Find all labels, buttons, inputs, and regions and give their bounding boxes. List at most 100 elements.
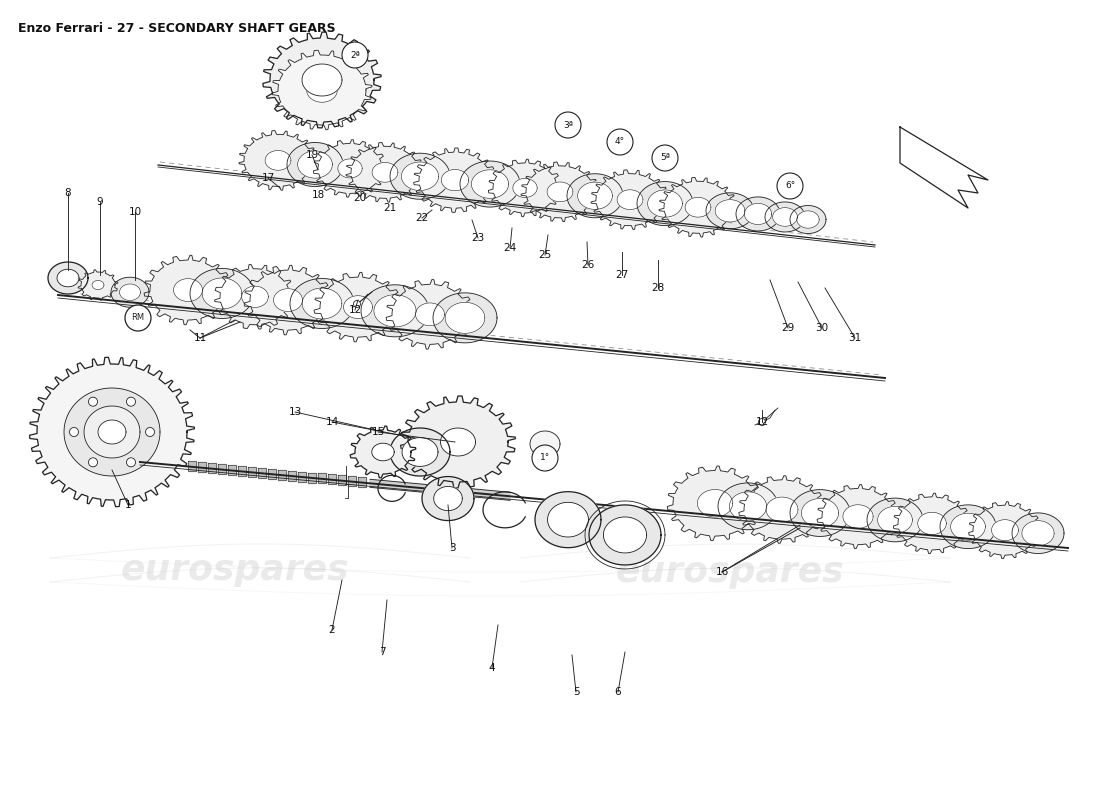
Polygon shape: [588, 505, 661, 565]
Polygon shape: [706, 193, 754, 229]
Text: 15: 15: [372, 427, 385, 437]
Polygon shape: [513, 178, 537, 198]
Polygon shape: [530, 431, 560, 457]
Text: 31: 31: [848, 333, 861, 343]
Polygon shape: [190, 269, 254, 318]
Text: 6°: 6°: [785, 182, 795, 190]
Text: 27: 27: [615, 270, 628, 280]
Circle shape: [126, 458, 135, 467]
Polygon shape: [940, 505, 996, 549]
Polygon shape: [350, 426, 416, 478]
Polygon shape: [715, 200, 745, 222]
Text: 24: 24: [504, 243, 517, 253]
Text: 17: 17: [262, 173, 275, 183]
Text: 12: 12: [349, 305, 362, 315]
Circle shape: [88, 458, 98, 467]
Polygon shape: [390, 428, 450, 476]
Text: 2: 2: [329, 625, 336, 635]
Circle shape: [652, 145, 678, 171]
Polygon shape: [950, 513, 986, 540]
Polygon shape: [338, 159, 362, 178]
Polygon shape: [30, 358, 195, 506]
Polygon shape: [57, 270, 79, 287]
Polygon shape: [386, 279, 474, 349]
Polygon shape: [278, 470, 286, 480]
Polygon shape: [188, 462, 196, 471]
Polygon shape: [416, 303, 444, 326]
Polygon shape: [307, 78, 338, 102]
Text: 5: 5: [573, 687, 580, 697]
Polygon shape: [274, 289, 302, 311]
Polygon shape: [290, 278, 354, 329]
Polygon shape: [460, 161, 520, 207]
Circle shape: [342, 42, 369, 68]
Text: 7: 7: [378, 647, 385, 657]
Text: 21: 21: [384, 203, 397, 213]
Polygon shape: [422, 477, 474, 521]
Polygon shape: [488, 159, 562, 217]
Circle shape: [145, 427, 154, 437]
Polygon shape: [92, 281, 103, 290]
Polygon shape: [1022, 521, 1054, 546]
Polygon shape: [668, 466, 762, 541]
Polygon shape: [772, 208, 798, 226]
Polygon shape: [400, 396, 516, 488]
Circle shape: [125, 305, 151, 331]
Text: 1°: 1°: [540, 454, 550, 462]
Polygon shape: [739, 476, 825, 543]
Text: 4: 4: [488, 663, 495, 673]
Polygon shape: [144, 255, 232, 325]
Polygon shape: [272, 50, 372, 130]
Polygon shape: [441, 170, 469, 190]
Polygon shape: [685, 198, 711, 217]
Polygon shape: [315, 272, 402, 342]
Text: 1: 1: [124, 500, 131, 510]
Polygon shape: [390, 154, 450, 199]
Circle shape: [556, 112, 581, 138]
Text: 25: 25: [538, 250, 551, 260]
Text: 5ª: 5ª: [660, 154, 670, 162]
Polygon shape: [242, 286, 268, 307]
Polygon shape: [202, 278, 242, 309]
Polygon shape: [446, 302, 485, 334]
Polygon shape: [578, 182, 613, 210]
Text: 8: 8: [65, 188, 72, 198]
Polygon shape: [48, 262, 88, 294]
Polygon shape: [535, 492, 601, 548]
Polygon shape: [637, 182, 693, 226]
Polygon shape: [346, 142, 424, 202]
Polygon shape: [314, 140, 387, 197]
Polygon shape: [302, 288, 342, 319]
Polygon shape: [258, 468, 266, 478]
Polygon shape: [214, 265, 296, 329]
Polygon shape: [659, 178, 737, 237]
Polygon shape: [298, 472, 306, 482]
Polygon shape: [917, 512, 946, 534]
Text: 3: 3: [449, 543, 455, 553]
Polygon shape: [198, 462, 206, 472]
Circle shape: [126, 397, 135, 406]
Polygon shape: [414, 148, 496, 212]
Text: 20: 20: [353, 193, 366, 203]
Polygon shape: [111, 278, 148, 307]
Text: 12: 12: [756, 417, 769, 427]
Polygon shape: [263, 32, 381, 128]
Text: eurospares: eurospares: [616, 555, 845, 589]
Polygon shape: [338, 475, 346, 486]
Text: 14: 14: [326, 417, 339, 427]
Text: 4°: 4°: [615, 138, 625, 146]
Polygon shape: [64, 388, 160, 476]
Polygon shape: [736, 197, 780, 231]
Polygon shape: [372, 162, 398, 182]
Circle shape: [777, 173, 803, 199]
Polygon shape: [969, 502, 1042, 558]
Text: 23: 23: [472, 233, 485, 243]
Circle shape: [88, 397, 98, 406]
Polygon shape: [521, 162, 600, 222]
Polygon shape: [402, 162, 439, 190]
Polygon shape: [893, 493, 970, 554]
Polygon shape: [843, 505, 873, 528]
Polygon shape: [288, 470, 296, 481]
Polygon shape: [265, 150, 290, 170]
Circle shape: [353, 301, 361, 307]
